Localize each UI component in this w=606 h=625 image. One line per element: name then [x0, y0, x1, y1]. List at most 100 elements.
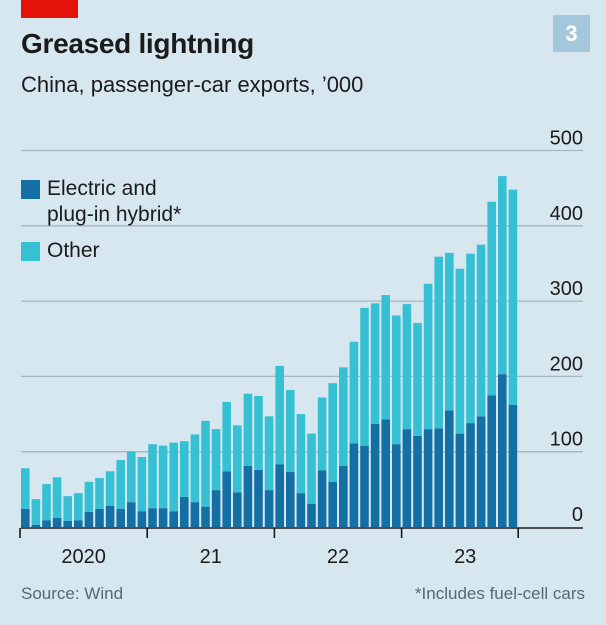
bar-electric-2020-05 — [63, 520, 72, 527]
bar-other-2021-02 — [158, 445, 168, 509]
bar-electric-2021-07 — [211, 490, 221, 527]
bar-electric-2022-04 — [307, 503, 316, 527]
bar-other-2022-04 — [307, 433, 316, 504]
bar-other-2020-01 — [21, 468, 30, 509]
bar-electric-2021-12 — [264, 490, 274, 527]
bar-electric-2020-04 — [52, 517, 62, 527]
bar-other-2022-03 — [296, 414, 306, 494]
x-tick-label-23: 23 — [454, 546, 476, 568]
legend-label-electric-line2: plug-in hybrid* — [47, 203, 182, 226]
bar-other-2023-04 — [434, 256, 443, 429]
bar-electric-2022-05 — [317, 470, 327, 527]
bar-other-2021-01 — [148, 444, 157, 509]
legend-label-other: Other — [47, 239, 100, 262]
legend: Electric and plug-in hybrid* Other — [21, 176, 181, 274]
bar-electric-2021-01 — [148, 508, 157, 527]
bar-other-2021-07 — [211, 429, 221, 491]
bar-other-2020-02 — [31, 499, 41, 525]
bar-electric-2023-06 — [455, 433, 465, 527]
bar-other-2023-08 — [476, 244, 486, 417]
bar-electric-2023-05 — [445, 410, 454, 527]
bar-electric-2022-02 — [286, 472, 295, 527]
bar-other-2022-07 — [339, 367, 348, 467]
bar-other-2020-11 — [127, 451, 136, 503]
legend-swatch-other — [21, 242, 40, 261]
bar-other-2023-10 — [498, 176, 507, 375]
footnote: *Includes fuel-cell cars — [414, 584, 585, 603]
bar-other-2023-11 — [508, 189, 518, 406]
bar-other-2020-06 — [74, 493, 83, 521]
bar-other-2020-08 — [95, 478, 104, 509]
bar-other-2020-10 — [116, 459, 125, 509]
bar-electric-2022-08 — [349, 443, 359, 527]
bar-other-2022-10 — [370, 303, 380, 424]
bar-electric-2021-11 — [254, 469, 263, 527]
y-tick-label-200: 200 — [550, 353, 583, 375]
bar-electric-2020-02 — [31, 524, 41, 527]
bar-other-2021-05 — [190, 434, 200, 503]
bar-electric-2023-11 — [508, 405, 518, 527]
bar-electric-2022-12 — [392, 444, 401, 527]
bar-other-2021-11 — [254, 395, 263, 470]
bar-other-2020-09 — [105, 471, 115, 506]
bar-other-2021-04 — [180, 441, 189, 497]
bar-other-2021-12 — [264, 416, 274, 491]
bars — [21, 176, 518, 527]
bar-other-2023-01 — [402, 304, 412, 430]
bar-other-2022-06 — [328, 383, 337, 482]
bar-electric-2023-04 — [434, 428, 443, 527]
legend-label-electric-line1: Electric and — [47, 177, 157, 200]
x-tick-label-22: 22 — [327, 546, 349, 568]
bar-other-2020-05 — [63, 496, 72, 521]
bar-other-2022-09 — [360, 307, 369, 446]
x-tick-label-21: 21 — [200, 546, 222, 568]
bar-electric-2020-03 — [42, 520, 51, 527]
bar-electric-2021-02 — [158, 508, 168, 527]
bar-electric-2022-07 — [339, 466, 348, 527]
bar-other-2022-08 — [349, 341, 359, 444]
bar-electric-2020-07 — [84, 511, 94, 527]
x-axis: 2020 21 22 23 — [19, 527, 583, 568]
legend-item-electric: Electric and plug-in hybrid* — [21, 176, 181, 228]
bar-other-2020-07 — [84, 481, 94, 512]
y-tick-label-400: 400 — [550, 203, 583, 225]
bar-other-2023-07 — [466, 253, 475, 424]
brand-red-tag — [21, 0, 78, 18]
bar-other-2022-12 — [392, 315, 401, 445]
y-tick-label-100: 100 — [550, 429, 583, 451]
bar-electric-2021-10 — [243, 466, 253, 527]
y-tick-label-300: 300 — [550, 278, 583, 300]
y-axis-ticks: 0 100 200 300 400 500 — [550, 128, 583, 527]
legend-item-other: Other — [21, 238, 181, 264]
y-tick-label-0: 0 — [572, 504, 583, 526]
bar-electric-2020-01 — [21, 508, 30, 527]
bar-electric-2020-06 — [74, 520, 83, 527]
bar-other-2022-05 — [317, 397, 327, 471]
bar-other-2022-11 — [381, 295, 390, 420]
bar-electric-2023-03 — [423, 429, 433, 527]
bar-other-2021-09 — [233, 425, 242, 493]
bar-electric-2021-06 — [201, 506, 210, 527]
x-tick-label-2020: 2020 — [61, 546, 106, 568]
bar-electric-2023-08 — [476, 416, 486, 527]
bar-other-2022-01 — [275, 365, 284, 465]
bar-other-2020-03 — [42, 484, 51, 521]
bar-other-2023-05 — [445, 252, 454, 411]
bar-electric-2021-03 — [169, 511, 178, 527]
bar-other-2020-12 — [137, 456, 147, 512]
bar-electric-2021-08 — [222, 471, 231, 527]
bar-electric-2020-10 — [116, 508, 125, 527]
bar-electric-2022-11 — [381, 419, 390, 527]
chart-title: Greased lightning — [21, 28, 254, 59]
bar-electric-2020-11 — [127, 502, 136, 527]
bar-electric-2023-09 — [487, 395, 496, 527]
bar-other-2020-04 — [52, 477, 62, 518]
bar-electric-2021-04 — [180, 496, 189, 527]
y-tick-label-500: 500 — [550, 128, 583, 150]
bar-other-2021-06 — [201, 420, 210, 507]
bar-other-2023-06 — [455, 268, 465, 434]
bar-electric-2022-10 — [370, 423, 380, 527]
chart-subtitle: China, passenger-car exports, ’000 — [21, 72, 364, 97]
bar-electric-2020-09 — [105, 505, 115, 527]
